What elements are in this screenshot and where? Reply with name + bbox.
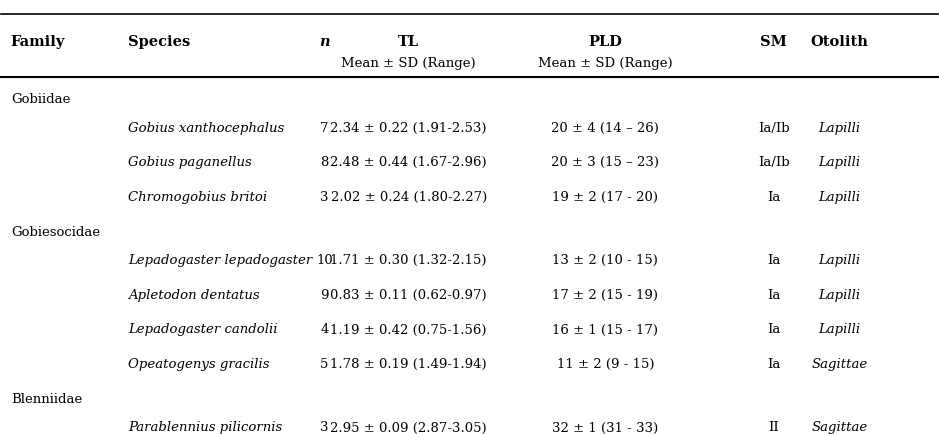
- Text: Lepadogaster lepadogaster: Lepadogaster lepadogaster: [128, 253, 312, 266]
- Text: 1.19 ± 0.42 (0.75-1.56): 1.19 ± 0.42 (0.75-1.56): [331, 323, 487, 336]
- Text: Gobiidae: Gobiidae: [10, 93, 70, 105]
- Text: Species: Species: [128, 34, 190, 49]
- Text: 4: 4: [320, 323, 329, 336]
- Text: Apletodon dentatus: Apletodon dentatus: [128, 288, 259, 301]
- Text: Ia/Ib: Ia/Ib: [758, 122, 790, 134]
- Text: Gobius paganellus: Gobius paganellus: [128, 156, 252, 169]
- Text: 2.34 ± 0.22 (1.91-2.53): 2.34 ± 0.22 (1.91-2.53): [331, 122, 487, 134]
- Text: n: n: [319, 34, 330, 49]
- Text: 1.78 ± 0.19 (1.49-1.94): 1.78 ± 0.19 (1.49-1.94): [331, 357, 487, 370]
- Text: 2.48 ± 0.44 (1.67-2.96): 2.48 ± 0.44 (1.67-2.96): [331, 156, 487, 169]
- Text: II: II: [768, 421, 779, 434]
- Text: 20 ± 3 (15 – 23): 20 ± 3 (15 – 23): [551, 156, 659, 169]
- Text: 32 ± 1 (31 - 33): 32 ± 1 (31 - 33): [552, 421, 658, 434]
- Text: Lepadogaster candolii: Lepadogaster candolii: [128, 323, 277, 336]
- Text: Chromogobius britoi: Chromogobius britoi: [128, 191, 267, 204]
- Text: Family: Family: [10, 34, 65, 49]
- Text: 3: 3: [320, 421, 329, 434]
- Text: Blenniidae: Blenniidae: [10, 392, 82, 405]
- Text: Ia/Ib: Ia/Ib: [758, 156, 790, 169]
- Text: 2.95 ± 0.09 (2.87-3.05): 2.95 ± 0.09 (2.87-3.05): [331, 421, 487, 434]
- Text: 1.71 ± 0.30 (1.32-2.15): 1.71 ± 0.30 (1.32-2.15): [331, 253, 487, 266]
- Text: Parablennius pilicornis: Parablennius pilicornis: [128, 421, 282, 434]
- Text: SM: SM: [761, 34, 787, 49]
- Text: TL: TL: [398, 34, 419, 49]
- Text: Ia: Ia: [767, 253, 780, 266]
- Text: Opeatogenys gracilis: Opeatogenys gracilis: [128, 357, 269, 370]
- Text: Otolith: Otolith: [810, 34, 869, 49]
- Text: Gobiesocidae: Gobiesocidae: [10, 225, 100, 238]
- Text: 9: 9: [320, 288, 329, 301]
- Text: 11 ± 2 (9 - 15): 11 ± 2 (9 - 15): [557, 357, 654, 370]
- Text: 8: 8: [320, 156, 329, 169]
- Text: 17 ± 2 (15 - 19): 17 ± 2 (15 - 19): [552, 288, 658, 301]
- Text: Lapilli: Lapilli: [818, 122, 860, 134]
- Text: Mean ± SD (Range): Mean ± SD (Range): [538, 57, 672, 70]
- Text: Mean ± SD (Range): Mean ± SD (Range): [342, 57, 476, 70]
- Text: Ia: Ia: [767, 323, 780, 336]
- Text: 7: 7: [320, 122, 329, 134]
- Text: 5: 5: [320, 357, 329, 370]
- Text: Lapilli: Lapilli: [818, 253, 860, 266]
- Text: Sagittae: Sagittae: [811, 421, 868, 434]
- Text: 19 ± 2 (17 - 20): 19 ± 2 (17 - 20): [552, 191, 658, 204]
- Text: 20 ± 4 (14 – 26): 20 ± 4 (14 – 26): [551, 122, 659, 134]
- Text: 0.83 ± 0.11 (0.62-0.97): 0.83 ± 0.11 (0.62-0.97): [331, 288, 487, 301]
- Text: Lapilli: Lapilli: [818, 288, 860, 301]
- Text: 10: 10: [316, 253, 332, 266]
- Text: 16 ± 1 (15 - 17): 16 ± 1 (15 - 17): [552, 323, 658, 336]
- Text: Ia: Ia: [767, 288, 780, 301]
- Text: 13 ± 2 (10 - 15): 13 ± 2 (10 - 15): [552, 253, 658, 266]
- Text: 2.02 ± 0.24 (1.80-2.27): 2.02 ± 0.24 (1.80-2.27): [331, 191, 486, 204]
- Text: Lapilli: Lapilli: [818, 156, 860, 169]
- Text: Ia: Ia: [767, 191, 780, 204]
- Text: Ia: Ia: [767, 357, 780, 370]
- Text: Lapilli: Lapilli: [818, 191, 860, 204]
- Text: Sagittae: Sagittae: [811, 357, 868, 370]
- Text: Gobius xanthocephalus: Gobius xanthocephalus: [128, 122, 284, 134]
- Text: 3: 3: [320, 191, 329, 204]
- Text: Lapilli: Lapilli: [818, 323, 860, 336]
- Text: PLD: PLD: [589, 34, 623, 49]
